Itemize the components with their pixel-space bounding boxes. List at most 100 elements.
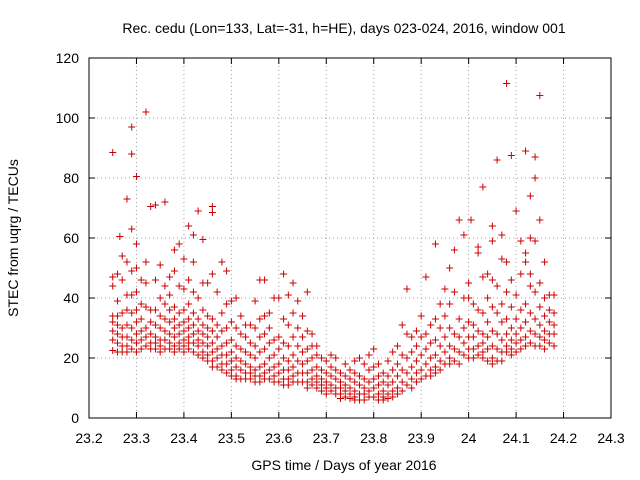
data-point [132, 264, 140, 272]
y-tick-label: 80 [63, 170, 79, 186]
data-point [512, 291, 520, 299]
data-point [545, 318, 553, 326]
data-point [275, 294, 283, 302]
data-point [398, 378, 406, 386]
data-point [493, 345, 501, 353]
data-point [151, 306, 159, 314]
data-point [109, 282, 117, 290]
data-point [128, 309, 136, 317]
data-point [341, 360, 349, 368]
data-point [256, 333, 264, 341]
data-point [365, 351, 373, 359]
data-point [180, 348, 188, 356]
data-point [189, 288, 197, 296]
data-point [455, 315, 463, 323]
data-point [467, 216, 475, 224]
data-point [123, 258, 131, 266]
data-point [488, 303, 496, 311]
data-point [213, 288, 221, 296]
data-point [118, 276, 126, 284]
data-point [256, 348, 264, 356]
data-point [218, 327, 226, 335]
data-point [246, 339, 254, 347]
data-point [332, 375, 340, 383]
x-tick-label: 24.2 [550, 430, 577, 446]
data-point [389, 393, 397, 401]
data-point [147, 330, 155, 338]
data-point [151, 345, 159, 353]
data-point [246, 369, 254, 377]
data-point [412, 342, 420, 350]
data-point [341, 381, 349, 389]
data-point [526, 282, 534, 290]
data-point [465, 294, 473, 302]
data-point [289, 372, 297, 380]
data-point [280, 315, 288, 323]
data-point [128, 324, 136, 332]
data-point [337, 378, 345, 386]
data-point [280, 339, 288, 347]
data-point [427, 366, 435, 374]
data-point [218, 309, 226, 317]
data-point [488, 276, 496, 284]
data-point [180, 342, 188, 350]
data-point [132, 306, 140, 314]
data-point [299, 360, 307, 368]
data-point [175, 240, 183, 248]
data-point [536, 92, 544, 99]
x-tick-label: 23.3 [123, 430, 150, 446]
data-point [517, 306, 525, 314]
data-point [132, 288, 140, 296]
data-point [322, 369, 330, 377]
data-point [446, 264, 454, 272]
data-point [318, 387, 326, 395]
data-point [389, 378, 397, 386]
data-point [517, 345, 525, 353]
data-point [151, 333, 159, 341]
data-point [389, 348, 397, 356]
data-point [303, 378, 311, 386]
data-point [294, 357, 302, 365]
data-point [484, 357, 492, 365]
data-point [227, 318, 235, 326]
data-point [512, 330, 520, 338]
data-point [389, 366, 397, 374]
data-point [289, 333, 297, 341]
data-point [128, 225, 136, 233]
data-point [284, 366, 292, 374]
data-point [142, 279, 150, 287]
data-point [185, 315, 193, 323]
data-point [412, 369, 420, 377]
data-point [379, 369, 387, 377]
data-point [431, 336, 439, 344]
data-point [341, 387, 349, 395]
data-point [318, 354, 326, 362]
y-tick-label: 120 [56, 50, 80, 66]
data-point [536, 333, 544, 341]
data-point [318, 375, 326, 383]
data-point [213, 321, 221, 329]
data-point [408, 333, 416, 341]
data-point [213, 363, 221, 371]
data-point [242, 333, 250, 341]
data-point [474, 243, 482, 251]
data-point [479, 309, 487, 317]
data-point [251, 324, 259, 332]
data-point [208, 315, 216, 323]
data-point [507, 324, 515, 332]
data-point [393, 384, 401, 392]
data-point [132, 348, 140, 356]
data-point [517, 270, 525, 278]
data-point [175, 330, 183, 338]
data-point [374, 390, 382, 398]
data-point [479, 183, 487, 191]
data-point [270, 351, 278, 359]
data-point [166, 273, 174, 281]
data-point [351, 369, 359, 377]
data-point [185, 222, 193, 230]
data-point [370, 375, 378, 383]
data-point [512, 315, 520, 323]
data-point [204, 342, 212, 350]
data-point [503, 258, 511, 266]
data-point [199, 339, 207, 347]
